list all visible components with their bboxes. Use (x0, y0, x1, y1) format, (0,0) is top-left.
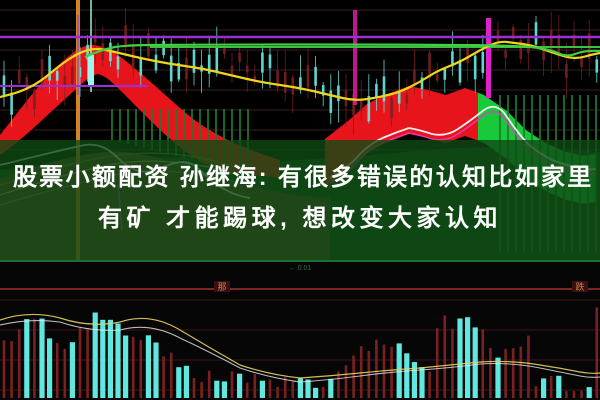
svg-text:跌: 跌 (575, 282, 584, 292)
svg-text:那: 那 (217, 282, 226, 292)
svg-text:← 0.01: ← 0.01 (289, 265, 312, 272)
